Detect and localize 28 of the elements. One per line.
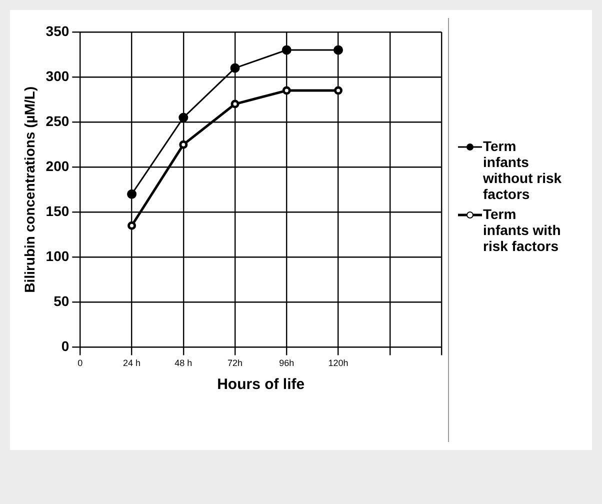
point bbox=[282, 45, 292, 55]
y-tick-label: 0 bbox=[61, 338, 70, 354]
y-tick-label: 200 bbox=[46, 158, 70, 174]
y-tick-label: 300 bbox=[46, 68, 70, 84]
x-tick-label: 96h bbox=[279, 358, 294, 368]
y-tick-label: 50 bbox=[54, 293, 70, 310]
x-tick-label: 120h bbox=[328, 358, 348, 368]
point bbox=[178, 112, 188, 122]
y-tick-label: 150 bbox=[46, 202, 70, 219]
x-axis-title: Hours of life bbox=[217, 376, 305, 394]
point bbox=[230, 63, 240, 73]
point bbox=[127, 189, 137, 199]
y-axis-title: Bilirubin concentrations (µM/L) bbox=[21, 86, 38, 293]
point bbox=[282, 86, 291, 95]
x-tick-label: 0 bbox=[78, 358, 83, 368]
y-tick-label: 100 bbox=[46, 248, 70, 264]
x-tick-label: 48 h bbox=[174, 358, 192, 368]
y-tick-label: 350 bbox=[46, 22, 70, 39]
legend-label: Term infants with risk factors bbox=[483, 206, 562, 254]
point bbox=[334, 86, 343, 95]
legend-label: Term infants without risk factors bbox=[483, 138, 563, 202]
x-tick-label: 72h bbox=[228, 358, 243, 368]
point bbox=[334, 45, 344, 55]
point bbox=[128, 221, 136, 230]
point bbox=[179, 140, 188, 149]
y-tick-label: 250 bbox=[46, 112, 70, 129]
x-tick-label: 24 h bbox=[123, 358, 141, 368]
point bbox=[230, 100, 240, 108]
